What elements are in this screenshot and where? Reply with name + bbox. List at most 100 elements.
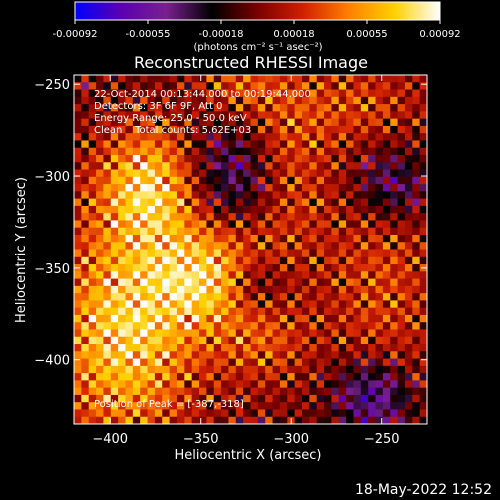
image-pixel: [382, 140, 391, 149]
image-pixel: [397, 213, 406, 222]
image-pixel: [74, 104, 82, 112]
image-pixel: [257, 351, 266, 360]
image-pixel: [154, 278, 163, 287]
image-pixel: [184, 285, 193, 294]
image-pixel: [287, 402, 296, 411]
image-pixel: [250, 387, 259, 396]
x-tick-label: −400: [92, 432, 128, 447]
image-pixel: [287, 300, 296, 309]
image-pixel: [404, 147, 413, 156]
image-pixel: [360, 344, 369, 352]
image-pixel: [140, 300, 149, 309]
image-pixel: [412, 227, 421, 236]
image-pixel: [294, 234, 303, 243]
image-pixel: [103, 278, 112, 287]
image-pixel: [250, 329, 259, 338]
image-pixel: [404, 344, 413, 352]
image-pixel: [74, 358, 82, 367]
image-pixel: [243, 118, 252, 127]
image-pixel: [228, 409, 237, 418]
image-pixel: [294, 133, 303, 142]
image-pixel: [287, 394, 296, 403]
image-pixel: [353, 264, 362, 272]
image-pixel: [272, 198, 281, 207]
image-pixel: [125, 249, 134, 258]
image-pixel: [309, 249, 318, 258]
image-pixel: [353, 147, 362, 156]
image-pixel: [279, 220, 288, 229]
image-pixel: [147, 336, 156, 345]
image-pixel: [81, 220, 90, 229]
image-pixel: [390, 402, 399, 411]
image-pixel: [309, 322, 318, 331]
image-pixel: [199, 373, 207, 381]
image-pixel: [257, 300, 266, 309]
image-pixel: [125, 314, 134, 323]
image-pixel: [309, 227, 318, 236]
image-pixel: [96, 351, 105, 360]
annotation-time-range: 22-Oct-2014 00:13:44.000 to 00:19:44.000: [94, 89, 311, 100]
image-pixel: [184, 234, 193, 243]
image-pixel: [125, 351, 134, 360]
image-pixel: [125, 380, 134, 389]
image-pixel: [390, 118, 399, 127]
image-pixel: [88, 184, 97, 192]
image-pixel: [243, 154, 252, 163]
image-pixel: [191, 184, 200, 192]
image-pixel: [154, 205, 163, 214]
image-pixel: [162, 176, 171, 185]
image-pixel: [346, 213, 355, 222]
image-pixel: [250, 256, 259, 265]
image-pixel: [235, 329, 244, 338]
image-pixel: [375, 198, 384, 207]
image-pixel: [404, 402, 413, 411]
image-pixel: [118, 82, 127, 91]
image-pixel: [287, 176, 296, 185]
image-pixel: [412, 351, 421, 360]
image-pixel: [191, 154, 200, 163]
image-pixel: [250, 191, 259, 200]
image-pixel: [301, 242, 310, 251]
image-pixel: [346, 271, 355, 280]
image-pixel: [221, 336, 230, 345]
image-pixel: [338, 256, 347, 265]
image-pixel: [140, 118, 149, 127]
image-pixel: [404, 176, 413, 185]
image-pixel: [103, 205, 112, 214]
image-pixel: [221, 314, 230, 323]
image-pixel: [294, 198, 303, 207]
image-pixel: [184, 416, 193, 424]
image-pixel: [375, 380, 384, 389]
image-pixel: [287, 227, 296, 236]
image-pixel: [368, 169, 377, 178]
image-pixel: [191, 227, 200, 236]
image-pixel: [272, 278, 281, 287]
image-pixel: [324, 133, 332, 142]
image-pixel: [272, 147, 281, 156]
image-pixel: [206, 162, 215, 171]
image-pixel: [199, 176, 207, 185]
image-pixel: [346, 307, 355, 316]
image-pixel: [397, 234, 406, 243]
image-pixel: [419, 351, 427, 360]
image-pixel: [324, 249, 332, 258]
image-pixel: [250, 111, 259, 120]
image-pixel: [176, 213, 185, 222]
image-pixel: [419, 205, 427, 214]
image-pixel: [221, 140, 230, 149]
image-pixel: [228, 191, 237, 200]
x-tick-label: −250: [364, 432, 400, 447]
image-pixel: [74, 198, 82, 207]
image-pixel: [213, 133, 222, 142]
image-pixel: [213, 96, 222, 105]
image-pixel: [353, 416, 362, 424]
image-pixel: [221, 89, 230, 98]
image-pixel: [206, 307, 215, 316]
image-pixel: [154, 118, 163, 127]
image-pixel: [81, 147, 90, 156]
image-pixel: [331, 278, 340, 287]
image-pixel: [125, 329, 134, 338]
image-pixel: [250, 162, 259, 171]
image-pixel: [74, 409, 82, 418]
image-pixel: [213, 300, 222, 309]
